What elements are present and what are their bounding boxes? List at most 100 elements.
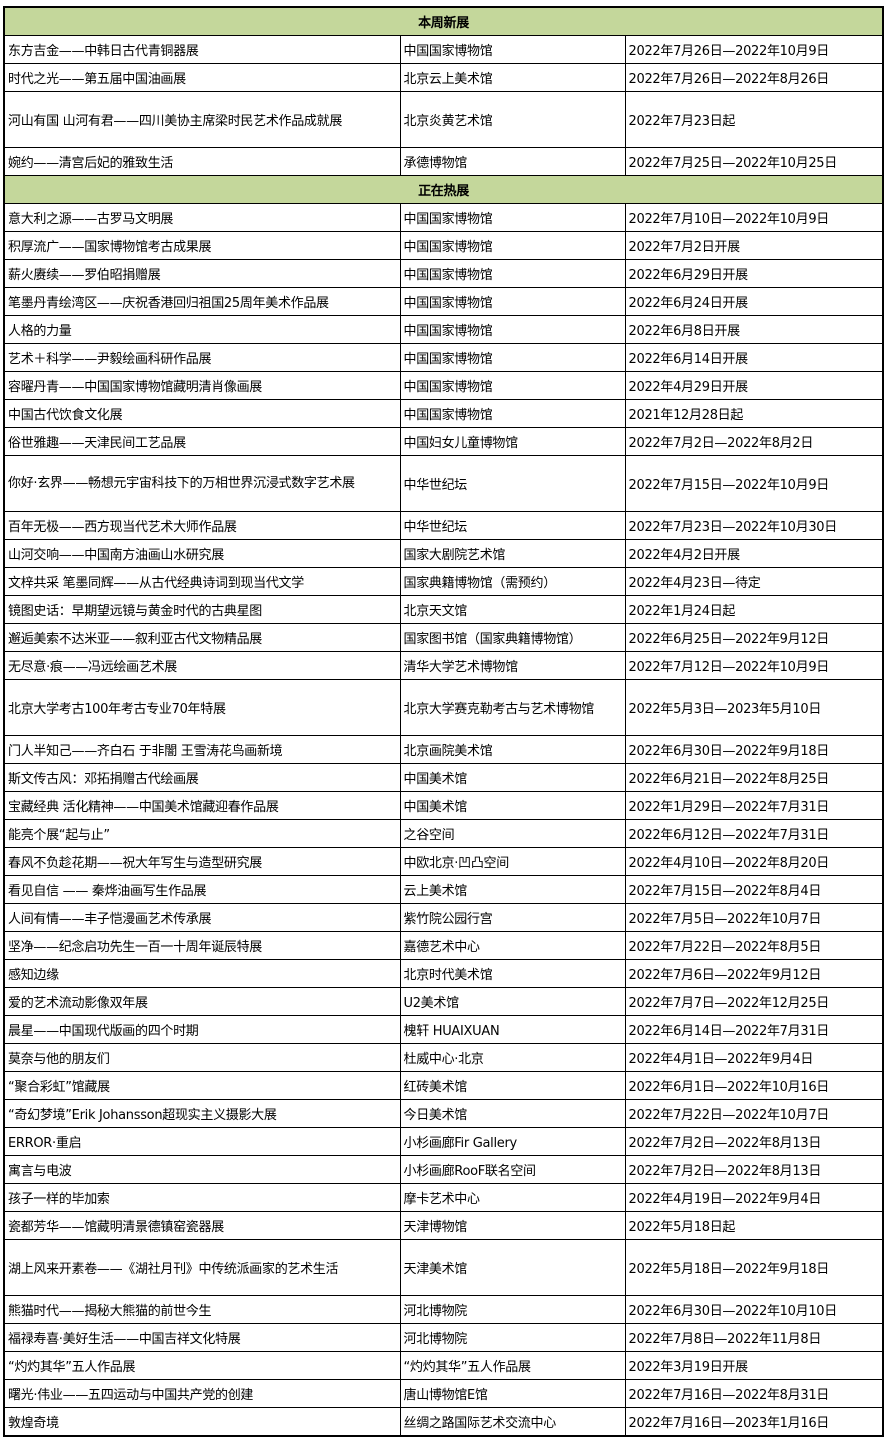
- exhibition-name-cell: 笔墨丹青绘湾区——庆祝香港回归祖国25周年美术作品展: [3, 287, 401, 316]
- table-row: 瓷都芳华——馆藏明清景德镇窑瓷器展 天津博物馆 2022年5月18日起: [3, 1211, 884, 1240]
- exhibition-name-cell: 人格的力量: [3, 315, 401, 344]
- dates-cell: 2022年6月24日开展: [624, 287, 884, 316]
- venue-cell: 之谷空间: [399, 819, 626, 848]
- dates-cell: 2022年6月25日—2022年9月12日: [624, 623, 884, 652]
- table-row: 河山有国 山河有君——四川美协主席梁时民艺术作品成就展 北京炎黄艺术馆 2022年7…: [3, 91, 884, 148]
- dates-cell: 2022年1月24日起: [624, 595, 884, 624]
- venue-cell: 清华大学艺术博物馆: [399, 651, 626, 680]
- table-row: 人间有情——丰子恺漫画艺术传承展 紫竹院公园行宫 2022年7月5日—2022年10…: [3, 903, 884, 932]
- table-row: 看见自信 —— 秦烨油画写生作品展 云上美术馆 2022年7月15日—2022年8月…: [3, 875, 884, 904]
- dates-cell: 2022年7月12日—2022年10月9日: [624, 651, 884, 680]
- dates-cell: 2022年6月14日—2022年7月31日: [624, 1015, 884, 1044]
- table-row: 无尽意·痕——冯远绘画艺术展 清华大学艺术博物馆 2022年7月12日—2022年1…: [3, 651, 884, 680]
- exhibition-name-cell: 文梓共采 笔墨同辉——从古代经典诗词到现当代文学: [3, 567, 401, 596]
- table-row: 寓言与电波 小杉画廊RooF联名空间 2022年7月2日—2022年8月13日: [3, 1155, 884, 1184]
- table-row: 百年无极——西方现当代艺术大师作品展 中华世纪坛 2022年7月23日—2022年1…: [3, 511, 884, 540]
- venue-cell: 河北博物院: [399, 1295, 626, 1324]
- venue-cell: 国家大剧院艺术馆: [399, 539, 626, 568]
- dates-cell: 2022年7月22日—2022年8月5日: [624, 931, 884, 960]
- table-row: 意大利之源——古罗马文明展 中国国家博物馆 2022年7月10日—2022年10月9…: [3, 203, 884, 232]
- table-row: 镜图史话：早期望远镜与黄金时代的古典星图 北京天文馆 2022年1月24日起: [3, 595, 884, 624]
- table-row: 感知边缘 北京时代美术馆 2022年7月6日—2022年9月12日: [3, 959, 884, 988]
- exhibition-name-cell: 积厚流广——国家博物馆考古成果展: [3, 231, 401, 260]
- exhibition-name-cell: 人间有情——丰子恺漫画艺术传承展: [3, 903, 401, 932]
- dates-cell: 2022年7月2日开展: [624, 231, 884, 260]
- exhibition-name-cell: 镜图史话：早期望远镜与黄金时代的古典星图: [3, 595, 401, 624]
- exhibition-name-cell: 时代之光——第五届中国油画展: [3, 63, 401, 92]
- section-title: 正在热展: [3, 175, 884, 204]
- table-row: 能亮个展“起与止” 之谷空间 2022年6月12日—2022年7月31日: [3, 819, 884, 848]
- exhibition-name-cell: 看见自信 —— 秦烨油画写生作品展: [3, 875, 401, 904]
- table-row: 孩子一样的毕加索 摩卡艺术中心 2022年4月19日—2022年9月4日: [3, 1183, 884, 1212]
- venue-cell: 北京画院美术馆: [399, 735, 626, 764]
- section-header-row: 正在热展: [3, 175, 884, 204]
- exhibition-name-cell: 山河交响——中国南方油画山水研究展: [3, 539, 401, 568]
- table-row: 积厚流广——国家博物馆考古成果展 中国国家博物馆 2022年7月2日开展: [3, 231, 884, 260]
- exhibition-name-cell: 容曜丹青——中国国家博物馆藏明清肖像画展: [3, 371, 401, 400]
- table-row: 春风不负趁花期——祝大年写生与造型研究展 中欧北京·凹凸空间 2022年4月10日—…: [3, 847, 884, 876]
- table-row: “聚合彩虹”馆藏展 红砖美术馆 2022年6月1日—2022年10月16日: [3, 1071, 884, 1100]
- table-row: 笔墨丹青绘湾区——庆祝香港回归祖国25周年美术作品展 中国国家博物馆 2022年6月…: [3, 287, 884, 316]
- exhibition-table: 本周新展 东方吉金——中韩日古代青铜器展 中国国家博物馆 2022年7月26日—202…: [3, 6, 885, 1437]
- exhibition-name-cell: 中国古代饮食文化展: [3, 399, 401, 428]
- exhibition-name-cell: 艺术＋科学——尹毅绘画科研作品展: [3, 343, 401, 372]
- table-row: 东方吉金——中韩日古代青铜器展 中国国家博物馆 2022年7月26日—2022年10…: [3, 35, 884, 64]
- venue-cell: 国家图书馆（国家典籍博物馆）: [399, 623, 626, 652]
- venue-cell: 红砖美术馆: [399, 1071, 626, 1100]
- exhibition-name-cell: 寓言与电波: [3, 1155, 401, 1184]
- venue-cell: 摩卡艺术中心: [399, 1183, 626, 1212]
- venue-cell: 中国国家博物馆: [399, 371, 626, 400]
- dates-cell: 2022年7月16日—2023年1月16日: [624, 1407, 884, 1437]
- dates-cell: 2022年6月8日开展: [624, 315, 884, 344]
- table-row: 容曜丹青——中国国家博物馆藏明清肖像画展 中国国家博物馆 2022年4月29日开展: [3, 371, 884, 400]
- venue-cell: 中国国家博物馆: [399, 315, 626, 344]
- venue-cell: 槐轩 HUAIXUAN: [399, 1015, 626, 1044]
- venue-cell: 丝绸之路国际艺术交流中心: [399, 1407, 626, 1437]
- table-row: 山河交响——中国南方油画山水研究展 国家大剧院艺术馆 2022年4月2日开展: [3, 539, 884, 568]
- dates-cell: 2022年7月23日—2022年10月30日: [624, 511, 884, 540]
- dates-cell: 2022年4月2日开展: [624, 539, 884, 568]
- dates-cell: 2022年7月5日—2022年10月7日: [624, 903, 884, 932]
- table-row: 婉约——清宫后妃的雅致生活 承德博物馆 2022年7月25日—2022年10月25日: [3, 147, 884, 176]
- dates-cell: 2022年7月26日—2022年10月9日: [624, 35, 884, 64]
- table-row: 福禄寿喜·美好生活——中国吉祥文化特展 河北博物院 2022年7月8日—2022年1…: [3, 1323, 884, 1352]
- exhibition-name-cell: 门人半知己——齐白石 于非闇 王雪涛花鸟画新境: [3, 735, 401, 764]
- dates-cell: 2022年6月21日—2022年8月25日: [624, 763, 884, 792]
- table-row: 莫奈与他的朋友们 杜威中心·北京 2022年4月1日—2022年9月4日: [3, 1043, 884, 1072]
- dates-cell: 2022年7月26日—2022年8月26日: [624, 63, 884, 92]
- exhibition-name-cell: 坚净——纪念启功先生一百一十周年诞辰特展: [3, 931, 401, 960]
- dates-cell: 2022年4月19日—2022年9月4日: [624, 1183, 884, 1212]
- exhibition-name-cell: 孩子一样的毕加索: [3, 1183, 401, 1212]
- dates-cell: 2022年7月15日—2022年10月9日: [624, 455, 884, 512]
- dates-cell: 2022年7月23日起: [624, 91, 884, 148]
- exhibition-name-cell: 意大利之源——古罗马文明展: [3, 203, 401, 232]
- dates-cell: 2022年4月29日开展: [624, 371, 884, 400]
- venue-cell: 中华世纪坛: [399, 511, 626, 540]
- venue-cell: 北京天文馆: [399, 595, 626, 624]
- dates-cell: 2022年4月10日—2022年8月20日: [624, 847, 884, 876]
- venue-cell: 中欧北京·凹凸空间: [399, 847, 626, 876]
- venue-cell: 中华世纪坛: [399, 455, 626, 512]
- exhibition-name-cell: “聚合彩虹”馆藏展: [3, 1071, 401, 1100]
- exhibition-name-cell: 敦煌奇境: [3, 1407, 401, 1437]
- venue-cell: 云上美术馆: [399, 875, 626, 904]
- dates-cell: 2022年4月1日—2022年9月4日: [624, 1043, 884, 1072]
- dates-cell: 2022年6月30日—2022年10月10日: [624, 1295, 884, 1324]
- dates-cell: 2022年7月8日—2022年11月8日: [624, 1323, 884, 1352]
- dates-cell: 2022年5月18日—2022年9月18日: [624, 1239, 884, 1296]
- dates-cell: 2022年7月2日—2022年8月13日: [624, 1155, 884, 1184]
- exhibition-name-cell: “灼灼其华”五人作品展: [3, 1351, 401, 1380]
- dates-cell: 2022年7月15日—2022年8月4日: [624, 875, 884, 904]
- venue-cell: 北京炎黄艺术馆: [399, 91, 626, 148]
- exhibition-name-cell: 瓷都芳华——馆藏明清景德镇窑瓷器展: [3, 1211, 401, 1240]
- table-row: 中国古代饮食文化展 中国国家博物馆 2021年12月28日起: [3, 399, 884, 428]
- dates-cell: 2022年7月16日—2022年8月31日: [624, 1379, 884, 1408]
- dates-cell: 2022年6月1日—2022年10月16日: [624, 1071, 884, 1100]
- dates-cell: 2022年3月19日开展: [624, 1351, 884, 1380]
- venue-cell: 天津博物馆: [399, 1211, 626, 1240]
- dates-cell: 2022年7月25日—2022年10月25日: [624, 147, 884, 176]
- exhibition-name-cell: 东方吉金——中韩日古代青铜器展: [3, 35, 401, 64]
- table-row: 曙光·伟业——五四运动与中国共产党的创建 唐山博物馆E馆 2022年7月16日—20…: [3, 1379, 884, 1408]
- exhibition-name-cell: 百年无极——西方现当代艺术大师作品展: [3, 511, 401, 540]
- exhibition-name-cell: 斯文传古风：邓拓捐赠古代绘画展: [3, 763, 401, 792]
